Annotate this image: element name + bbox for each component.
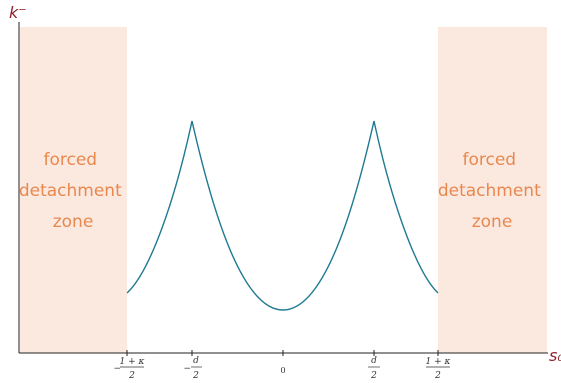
tick-sign: − [113, 364, 121, 374]
tick-denominator: 2 [192, 371, 199, 381]
right-zone-line-2: detachment [438, 181, 541, 201]
left-zone-line-1: forced [43, 150, 97, 170]
tick-sign: − [183, 364, 191, 374]
left-zone-label: forced detachment zone [19, 150, 127, 232]
tick-denominator: 2 [128, 371, 135, 381]
tick-denominator: 2 [370, 371, 377, 381]
left-zone-line-2: detachment [19, 181, 122, 201]
tick-denominator: 2 [434, 371, 441, 381]
tick-numerator: 1 + κ [426, 357, 451, 367]
right-zone-label: forced detachment zone [438, 150, 546, 232]
tick-numerator: 1 + κ [120, 357, 145, 367]
y-axis-label: k⁻ [9, 3, 27, 22]
right-forced-detachment-zone [438, 27, 547, 353]
right-zone-line-3: zone [472, 212, 513, 232]
potential-curve [126, 120, 439, 311]
tick-label-zero: 0 [280, 366, 285, 375]
left-zone-line-3: zone [53, 212, 94, 232]
tick-numerator: d [193, 356, 199, 366]
tick-label-neg-one-plus-kappa-half: − 1 + κ 2 [113, 357, 144, 381]
left-forced-detachment-zone [20, 27, 127, 353]
tick-label-neg-d-half: − d 2 [183, 356, 202, 381]
right-zone-line-1: forced [462, 150, 516, 170]
tick-label-d-half: d 2 [368, 356, 380, 381]
tick-label-one-plus-kappa-half: 1 + κ 2 [426, 357, 451, 381]
tick-numerator: d [371, 356, 377, 366]
x-axis-label: s₀ [549, 346, 561, 365]
